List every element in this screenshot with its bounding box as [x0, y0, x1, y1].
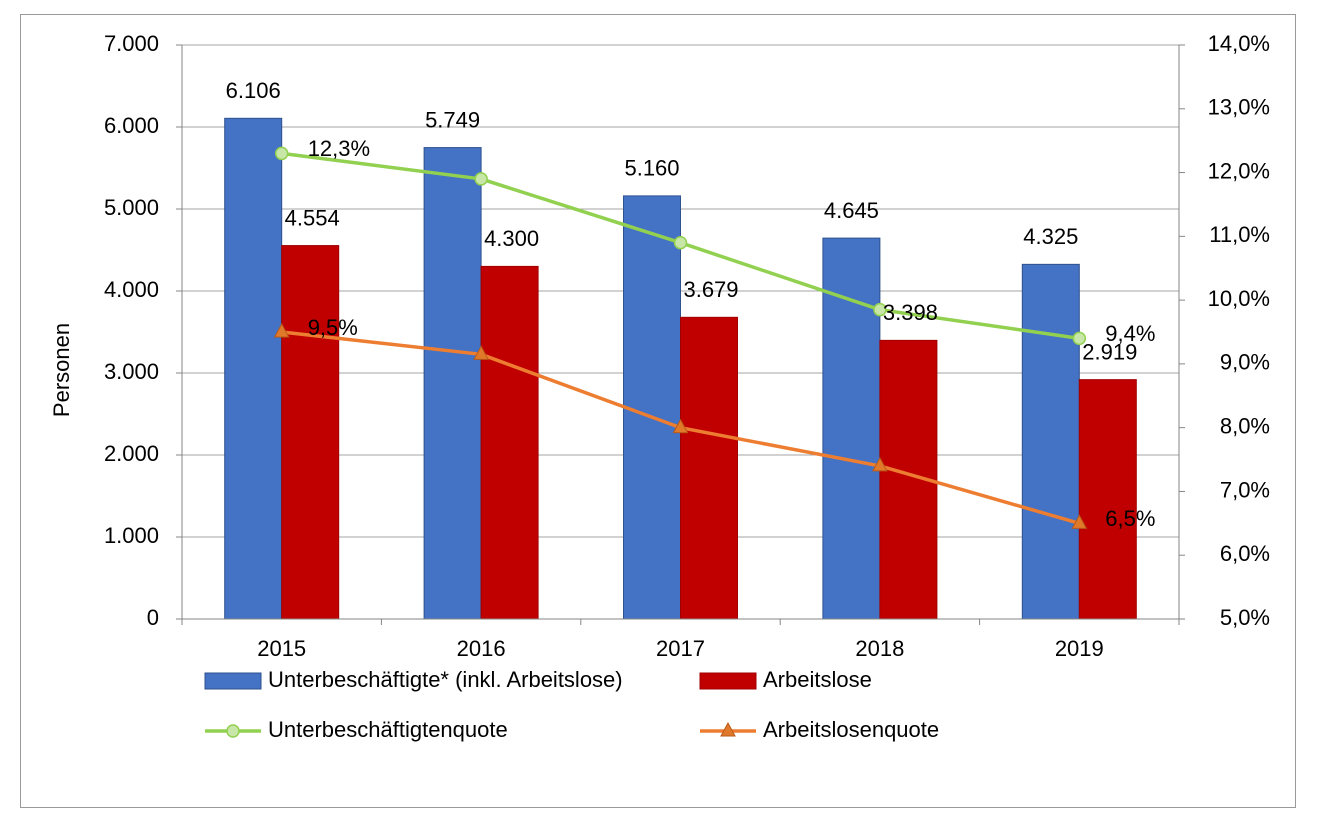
y2-tick-label: 12,0%	[1208, 158, 1270, 183]
y-axis-title: Personen	[49, 323, 74, 417]
marker-unterbeschaeftigtenquote	[1072, 331, 1087, 346]
legend-swatch-unterbeschaeftigte	[204, 672, 262, 690]
y2-tick-label: 7,0%	[1220, 477, 1270, 502]
marker-unterbeschaeftigtenquote	[873, 302, 887, 317]
y2-tick-label: 13,0%	[1208, 95, 1270, 120]
legend-label: Unterbeschäftigte* (inkl. Arbeitslose)	[268, 667, 623, 692]
data-label-arbeitslose: 2.919	[1082, 339, 1137, 364]
data-label-arbeitslose: 4.554	[285, 205, 340, 230]
data-label-arbeitslose: 4.300	[484, 226, 539, 251]
data-labels: 6.106 5.749 5.160 4.645 4.325 4.554 4.300 3.679…	[226, 78, 1156, 531]
data-label-unterbeschaeftigtenquote: 12,3%	[308, 136, 370, 161]
lines	[273, 146, 1088, 529]
y-tick-label: 7.000	[104, 31, 159, 56]
y-tick-label: 6.000	[104, 113, 159, 138]
marker-arbeitslosenquote	[273, 322, 290, 338]
y2-tick-label: 10,0%	[1208, 286, 1270, 311]
bar-arbeitslose	[480, 265, 539, 620]
marker-arbeitslosenquote	[672, 418, 689, 434]
legend-label: Arbeitslose	[763, 667, 872, 692]
legend-label: Unterbeschäftigtenquote	[268, 717, 508, 742]
y-tick-label: 5.000	[104, 195, 159, 220]
marker-unterbeschaeftigtenquote	[274, 146, 289, 161]
y-tick-label: 4.000	[104, 277, 159, 302]
y2-tick-label: 9,0%	[1220, 350, 1270, 375]
bar-arbeitslose	[680, 316, 738, 620]
legend: Unterbeschäftigte* (inkl. Arbeitslose) Ar…	[204, 667, 939, 742]
x-tick-label: 2018	[855, 636, 904, 661]
marker-arbeitslosenquote	[872, 456, 888, 472]
legend-marker-triangle	[720, 721, 736, 737]
marker-arbeitslosenquote	[1071, 514, 1088, 529]
bar-arbeitslose	[1078, 379, 1137, 620]
bar-unterbeschaeftigte	[423, 147, 482, 620]
y-tick-label: 3.000	[104, 359, 159, 384]
y2-tick-label: 8,0%	[1220, 413, 1270, 438]
x-tick-label: 2019	[1055, 636, 1104, 661]
data-label-unterbeschaeftigte: 5.749	[425, 107, 480, 132]
y-tick-label: 1.000	[104, 523, 159, 548]
y-tick-label: 0	[147, 605, 159, 630]
marker-unterbeschaeftigtenquote	[474, 172, 488, 186]
y2-tick-label: 6,0%	[1220, 541, 1270, 566]
data-label-unterbeschaeftigte: 6.106	[226, 78, 281, 103]
bars	[224, 117, 1137, 620]
bar-unterbeschaeftigte	[623, 195, 681, 620]
y-tick-label: 2.000	[104, 441, 159, 466]
data-label-arbeitslose: 3.398	[883, 300, 938, 325]
data-label-arbeitslosenquote: 9,5%	[308, 315, 358, 340]
marker-arbeitslosenquote	[473, 345, 489, 360]
legend-marker-circle	[226, 724, 240, 738]
data-label-unterbeschaeftigte: 4.645	[824, 198, 879, 223]
legend-swatch-arbeitslose	[699, 672, 757, 690]
data-label-arbeitslosenquote: 6,5%	[1105, 506, 1155, 531]
data-label-unterbeschaeftigte: 5.160	[624, 156, 679, 181]
data-label-unterbeschaeftigte: 4.325	[1023, 224, 1078, 249]
data-label-arbeitslose: 3.679	[683, 277, 738, 302]
data-label-unterbeschaeftigtenquote: 9,4%	[1105, 321, 1155, 346]
legend-label: Arbeitslosenquote	[763, 717, 939, 742]
bar-arbeitslose	[281, 245, 340, 620]
y2-tick-label: 5,0%	[1220, 605, 1270, 630]
bar-unterbeschaeftigte	[1021, 263, 1080, 620]
x-tick-label: 2016	[457, 636, 506, 661]
bar-unterbeschaeftigte	[224, 117, 283, 620]
y2-tick-label: 11,0%	[1209, 222, 1270, 247]
axes: 0 1.000 2.000 3.000 4.000 5.000 6.000 7.000 5,0%…	[104, 31, 1270, 661]
y2-tick-label: 14,0%	[1208, 31, 1270, 56]
x-tick-label: 2015	[257, 636, 306, 661]
x-tick-label: 2017	[656, 636, 705, 661]
marker-unterbeschaeftigtenquote	[673, 235, 688, 250]
